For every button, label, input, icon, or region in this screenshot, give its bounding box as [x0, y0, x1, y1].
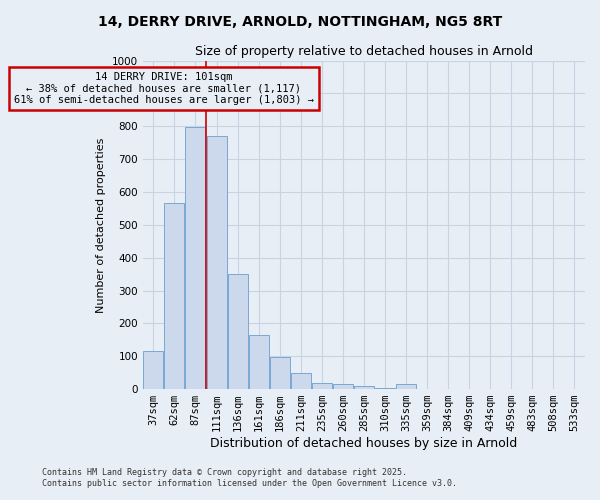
- Text: Contains HM Land Registry data © Crown copyright and database right 2025.
Contai: Contains HM Land Registry data © Crown c…: [42, 468, 457, 487]
- Bar: [291, 372, 311, 389]
- Bar: [375, 388, 395, 389]
- Bar: [143, 352, 163, 389]
- Bar: [312, 383, 332, 389]
- Bar: [354, 386, 374, 389]
- X-axis label: Distribution of detached houses by size in Arnold: Distribution of detached houses by size …: [211, 437, 518, 450]
- Text: 14, DERRY DRIVE, ARNOLD, NOTTINGHAM, NG5 8RT: 14, DERRY DRIVE, ARNOLD, NOTTINGHAM, NG5…: [98, 15, 502, 29]
- Bar: [270, 357, 290, 389]
- Title: Size of property relative to detached houses in Arnold: Size of property relative to detached ho…: [195, 45, 533, 58]
- Bar: [227, 274, 248, 389]
- Y-axis label: Number of detached properties: Number of detached properties: [97, 137, 106, 312]
- Bar: [396, 384, 416, 389]
- Bar: [333, 384, 353, 389]
- Bar: [185, 127, 205, 389]
- Bar: [164, 204, 184, 389]
- Bar: [248, 335, 269, 389]
- Bar: [206, 136, 227, 389]
- Text: 14 DERRY DRIVE: 101sqm
← 38% of detached houses are smaller (1,117)
61% of semi-: 14 DERRY DRIVE: 101sqm ← 38% of detached…: [14, 72, 314, 106]
